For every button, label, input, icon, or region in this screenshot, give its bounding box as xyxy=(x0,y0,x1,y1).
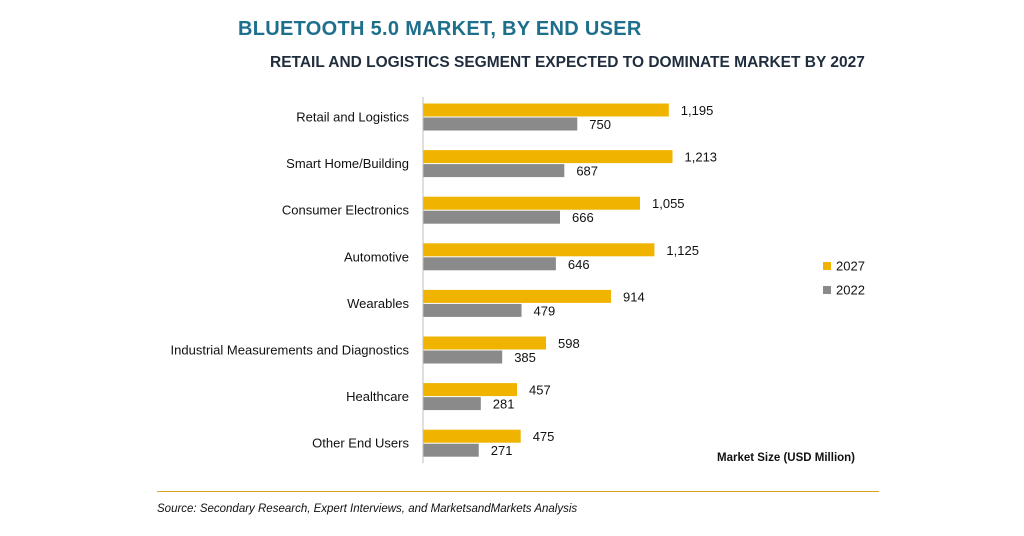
data-label-2027: 1,125 xyxy=(666,243,699,258)
category-label: Other End Users xyxy=(312,436,409,451)
bar-2022 xyxy=(423,164,565,178)
category-label: Consumer Electronics xyxy=(282,203,410,218)
legend-swatch-2022 xyxy=(823,286,831,294)
category-label: Smart Home/Building xyxy=(286,156,409,171)
legend-swatch-2027 xyxy=(823,262,831,270)
bar-2027 xyxy=(423,103,669,117)
bar-2022 xyxy=(423,397,481,411)
bar-2022 xyxy=(423,117,578,131)
bar-2027 xyxy=(423,429,521,443)
category-label: Automotive xyxy=(344,249,409,264)
bar-2022 xyxy=(423,210,560,224)
data-label-2027: 1,213 xyxy=(685,150,718,165)
chart-subtitle: RETAIL AND LOGISTICS SEGMENT EXPECTED TO… xyxy=(270,54,865,71)
data-label-2022: 271 xyxy=(491,443,513,458)
bar-2027 xyxy=(423,243,655,257)
legend-label-2027: 2027 xyxy=(836,259,865,274)
category-label: Industrial Measurements and Diagnostics xyxy=(171,343,410,358)
bar-2027 xyxy=(423,383,518,397)
data-label-2022: 750 xyxy=(589,117,611,132)
data-label-2027: 475 xyxy=(533,429,555,444)
bar-2022 xyxy=(423,303,522,317)
data-label-2027: 914 xyxy=(623,289,645,304)
data-label-2022: 281 xyxy=(493,397,515,412)
data-label-2022: 385 xyxy=(514,350,536,365)
footer-divider xyxy=(157,491,879,492)
category-label: Wearables xyxy=(347,296,409,311)
data-label-2027: 598 xyxy=(558,336,580,351)
bar-2027 xyxy=(423,150,673,164)
category-label: Healthcare xyxy=(346,389,409,404)
bar-2022 xyxy=(423,257,556,271)
data-label-2022: 666 xyxy=(572,210,594,225)
data-label-2022: 646 xyxy=(568,257,590,272)
x-axis-label: Market Size (USD Million) xyxy=(717,452,856,464)
data-label-2022: 479 xyxy=(534,303,556,318)
data-label-2027: 1,195 xyxy=(681,103,714,118)
bar-2022 xyxy=(423,350,503,364)
bar-2027 xyxy=(423,289,612,303)
source-note: Source: Secondary Research, Expert Inter… xyxy=(157,503,578,515)
category-label: Retail and Logistics xyxy=(296,110,409,125)
data-label-2022: 687 xyxy=(576,164,598,179)
data-label-2027: 1,055 xyxy=(652,196,685,211)
bar-2027 xyxy=(423,196,641,210)
bar-2027 xyxy=(423,336,547,350)
chart-title: BLUETOOTH 5.0 MARKET, BY END USER xyxy=(238,18,642,40)
legend-label-2022: 2022 xyxy=(836,283,865,298)
bar-2022 xyxy=(423,443,479,457)
data-label-2027: 457 xyxy=(529,383,551,398)
